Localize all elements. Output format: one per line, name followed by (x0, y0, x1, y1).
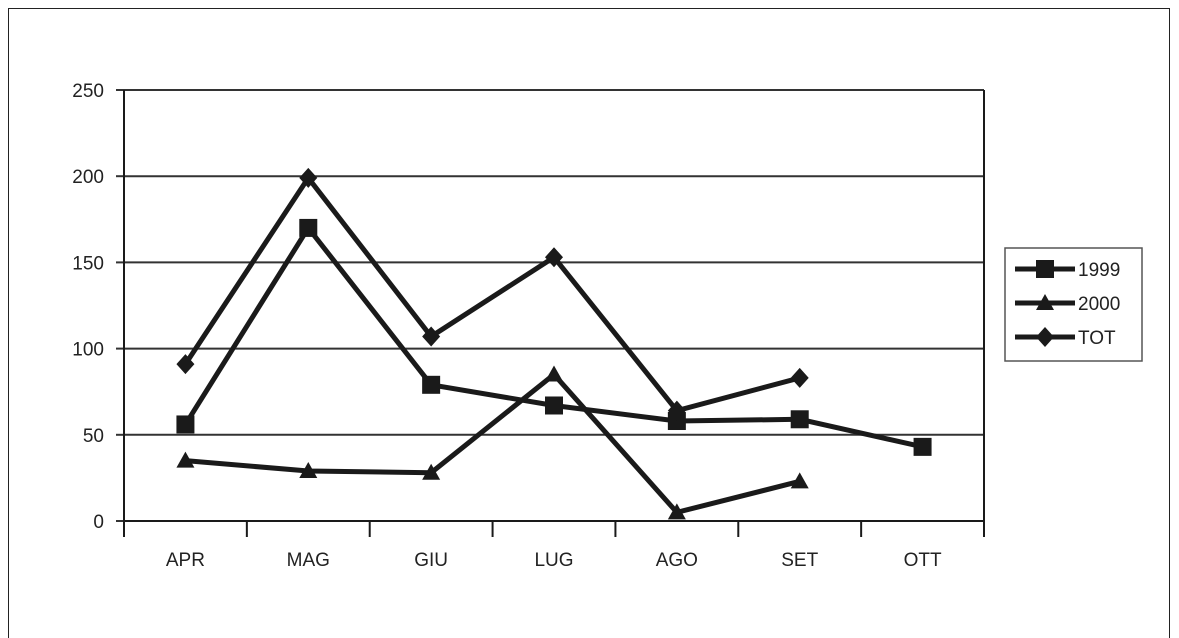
chart-frame (8, 8, 1170, 638)
series-tot (176, 167, 809, 421)
y-tick-label: 250 (72, 81, 104, 102)
y-axis-tick-labels: 0 50 100 150 200 250 (72, 81, 104, 533)
legend-marker (1036, 327, 1054, 347)
legend-label: 1999 (1078, 260, 1120, 281)
data-point (422, 326, 441, 347)
data-point (667, 400, 686, 421)
x-tick-label: LUG (534, 550, 573, 571)
legend-item: 2000 (1015, 294, 1120, 315)
data-point (545, 365, 563, 382)
legend-label: 2000 (1078, 294, 1120, 315)
series-line (183, 173, 801, 414)
series-line (185, 371, 801, 516)
data-point (422, 375, 441, 394)
data-point (176, 415, 195, 434)
legend-marker (1036, 294, 1054, 310)
series-2000 (176, 365, 809, 520)
data-point (422, 463, 441, 480)
data-point (667, 503, 686, 520)
data-point (667, 412, 686, 431)
legend-item: TOT (1015, 327, 1116, 349)
data-point (790, 410, 809, 429)
y-tick-label: 0 (93, 512, 104, 533)
x-tick-label: APR (166, 550, 205, 571)
data-point (545, 396, 563, 415)
y-tick-label: 200 (72, 167, 104, 188)
y-tick-label: 100 (72, 340, 104, 361)
x-tick-label: OTT (904, 550, 942, 571)
data-point (545, 247, 563, 268)
x-tick-label: GIU (414, 550, 448, 571)
data-point (299, 462, 318, 479)
series-layer (176, 167, 932, 520)
x-axis-tick-labels: APR MAG GIU LUG AGO SET OTT (166, 550, 942, 571)
x-tick-label: SET (781, 550, 818, 571)
axes (116, 89, 985, 537)
data-point (176, 451, 195, 468)
legend-item: 1999 (1015, 260, 1120, 281)
y-tick-label: 150 (72, 253, 104, 274)
legend-marker (1036, 260, 1054, 278)
series-1999 (176, 218, 932, 456)
y-tick-label: 50 (83, 426, 104, 447)
data-point (176, 354, 195, 375)
data-point (790, 367, 809, 388)
x-tick-label: AGO (656, 550, 698, 571)
x-tick-label: MAG (287, 550, 330, 571)
data-point (790, 472, 809, 489)
data-point (913, 437, 932, 456)
legend-label: TOT (1078, 328, 1116, 349)
data-point (299, 218, 318, 237)
legend: 1999 2000 TOT (1004, 247, 1143, 362)
data-point (299, 167, 318, 188)
